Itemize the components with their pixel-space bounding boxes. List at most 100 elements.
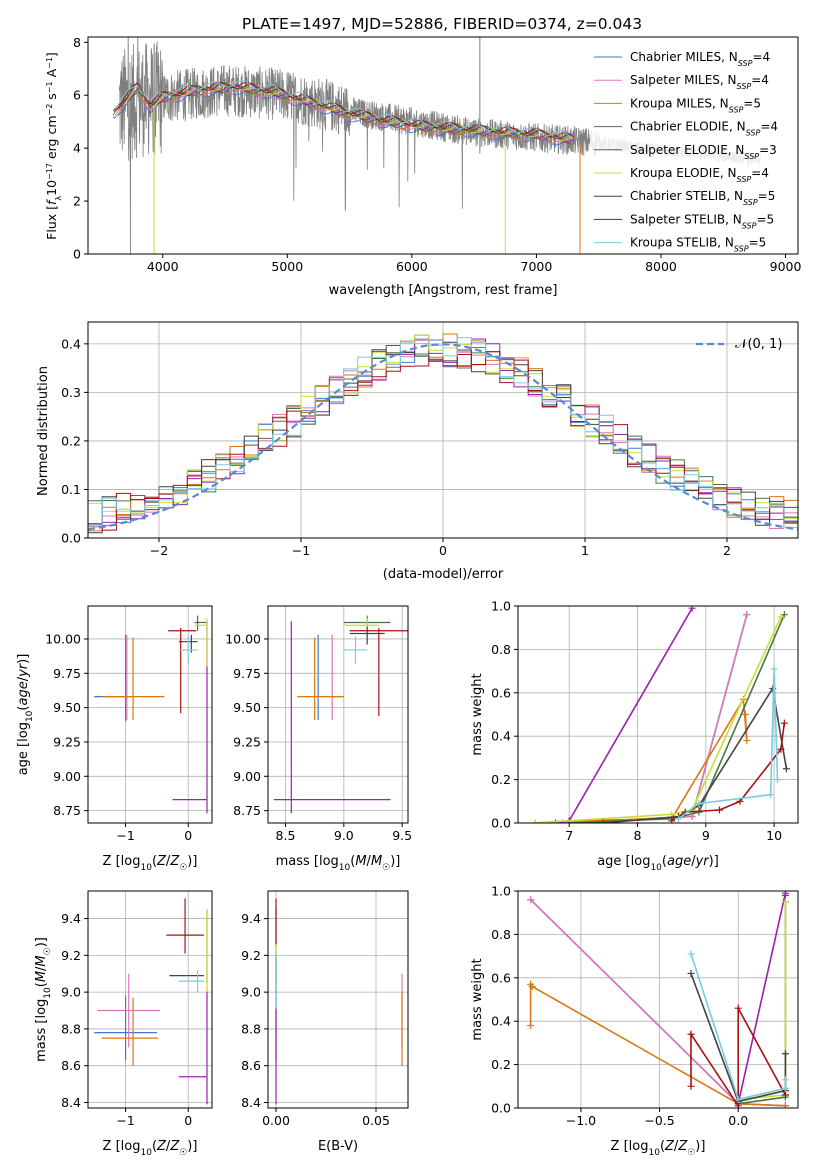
- y-tick-label: 0.2: [61, 433, 81, 448]
- panel-age_vs_Z: −1 0 8.75 9.00 9.25 9.50 9.75 10.00 Z [log10(Z/Z…: [16, 605, 213, 873]
- x-tick-label: −1: [116, 828, 134, 843]
- weight-series-line: [562, 614, 748, 823]
- weight-marker: [782, 765, 790, 773]
- weight-marker: [687, 1030, 695, 1038]
- x-tick-label: 2: [723, 543, 731, 558]
- y-tick-label: 8.75: [233, 803, 261, 818]
- x-tick-label: 8000: [645, 259, 677, 274]
- weight-marker: [695, 799, 703, 807]
- weight-marker: [668, 817, 676, 823]
- weight-marker: [767, 791, 775, 799]
- spectrum-legend: Chabrier MILES, NSSP=4 Salpeter MILES, NS…: [590, 44, 780, 253]
- plot-area: [94, 615, 208, 814]
- weight-marker: [780, 719, 788, 727]
- y-tick-label: 8.8: [61, 1021, 81, 1036]
- weight-marker: [687, 969, 695, 977]
- axes-frame: [87, 36, 799, 255]
- x-tick-label: 1: [581, 543, 589, 558]
- y-tick-label: 9.2: [61, 948, 81, 963]
- weight-marker: [781, 1102, 789, 1108]
- x-tick-label: 4000: [147, 259, 179, 274]
- model-spectrum-line: [113, 81, 575, 138]
- weight-marker: [687, 1082, 695, 1090]
- legend-entry: Kroupa ELODIE, NSSP=4: [630, 166, 769, 184]
- x-tick-label: 6000: [396, 259, 428, 274]
- weight-marker: [781, 1050, 789, 1058]
- y-tick-label: 0.4: [491, 729, 511, 744]
- weight-marker: [743, 611, 751, 619]
- legend-entry: Kroupa MILES, NSSP=5: [630, 96, 761, 114]
- weight-marker: [715, 806, 723, 814]
- y-axis-label: mass weight: [470, 673, 485, 755]
- weight-marker: [531, 819, 539, 823]
- y-axis-label: age [log10(age/yr)]: [16, 654, 35, 776]
- y-tick-label: 8.6: [241, 1058, 261, 1073]
- weight-marker: [688, 606, 696, 612]
- weight-series-line: [530, 899, 786, 1107]
- y-tick-label: 0.6: [491, 685, 511, 700]
- y-tick-label: 9.00: [53, 769, 81, 784]
- panel-spectrum: 4000 5000 6000 7000 8000 9000 0 2 4 6 8 Chabrier MI…: [44, 35, 802, 298]
- y-tick-label: 10.00: [45, 631, 81, 646]
- weight-series-line: [690, 953, 787, 1101]
- x-tick-label: 0: [184, 828, 192, 843]
- panel-weight_vs_age: 7 8 9 10 0.0 0.2 0.4 0.6 0.8 1.0 age [log10(age/yr…: [470, 599, 799, 873]
- x-axis-label: Z [log10(Z/Z☉)]: [103, 854, 198, 873]
- y-tick-label: 9.50: [53, 700, 81, 715]
- panel-weight_vs_Z: −1.0 −0.5 0.0 0.0 0.2 0.4 0.6 0.8 1.0 Z [log10(Z/…: [470, 884, 799, 1158]
- x-tick-label: 9: [702, 828, 710, 843]
- y-tick-label: 0.2: [491, 772, 511, 787]
- y-tick-label: 0.2: [491, 1057, 511, 1072]
- y-tick-label: 9.00: [233, 769, 261, 784]
- legend-entry: 𝒩(0, 1): [735, 337, 782, 352]
- legend-entry: Salpeter STELIB, NSSP=5: [630, 212, 774, 230]
- y-tick-label: 1.0: [491, 884, 511, 899]
- weight-series-line: [671, 723, 786, 822]
- panel-mass_vs_Z: −1 0 8.4 8.6 8.8 9.0 9.2 9.4 Z [log10(Z/Z☉)] mass…: [34, 890, 213, 1158]
- y-tick-label: 8: [73, 35, 81, 50]
- weight-marker: [781, 1076, 789, 1084]
- y-tick-label: 8.6: [61, 1058, 81, 1073]
- axes-frame: [87, 321, 799, 539]
- weight-marker: [781, 1084, 789, 1092]
- y-axis-label: Normed distribution: [36, 366, 51, 496]
- axes-frame: [267, 890, 409, 1109]
- x-axis-label: age [log10(age/yr)]: [597, 854, 719, 873]
- panel-age_vs_mass: 8.5 9.0 9.5 8.75 9.00 9.25 9.50 9.75 10.00 mass […: [225, 605, 412, 873]
- x-axis-label: Z [log10(Z/Z☉)]: [611, 1139, 706, 1158]
- x-tick-label: 0.00: [262, 1113, 290, 1128]
- y-tick-label: 0.0: [61, 531, 81, 546]
- y-tick-label: 0.6: [491, 970, 511, 985]
- legend-entry: Chabrier ELODIE, NSSP=4: [630, 120, 778, 138]
- weight-marker: [741, 711, 749, 718]
- axes-frame: [517, 890, 799, 1109]
- weight-series-line: [530, 899, 786, 1107]
- y-tick-label: 0.3: [61, 385, 81, 400]
- x-tick-label: 0: [184, 1113, 192, 1128]
- normal-reference-curve: [88, 343, 798, 531]
- x-tick-label: −0.5: [644, 1113, 674, 1128]
- y-tick-label: 8.4: [241, 1095, 261, 1110]
- axes-frame: [517, 605, 799, 824]
- x-axis-label: wavelength [Angstrom, rest frame]: [329, 283, 558, 298]
- weight-series-line: [690, 973, 787, 1103]
- weight-marker: [781, 898, 789, 906]
- x-tick-label: 8: [634, 828, 642, 843]
- y-tick-label: 0.4: [491, 1014, 511, 1029]
- y-tick-label: 8.8: [241, 1021, 261, 1036]
- y-tick-label: 2: [73, 194, 81, 209]
- weight-marker: [734, 1095, 742, 1103]
- legend-entry: Salpeter MILES, NSSP=4: [630, 73, 769, 91]
- x-tick-label: 9000: [770, 259, 802, 274]
- weight-marker: [781, 891, 789, 899]
- y-tick-label: 8.75: [53, 803, 81, 818]
- weight-marker: [743, 737, 751, 745]
- x-axis-label: E(B-V): [318, 1139, 358, 1154]
- x-tick-label: 8.5: [276, 828, 296, 843]
- model-spectrum-line: [115, 80, 574, 139]
- y-tick-label: 8.4: [61, 1095, 81, 1110]
- plot-area: [527, 891, 789, 1108]
- y-tick-label: 1.0: [491, 599, 511, 614]
